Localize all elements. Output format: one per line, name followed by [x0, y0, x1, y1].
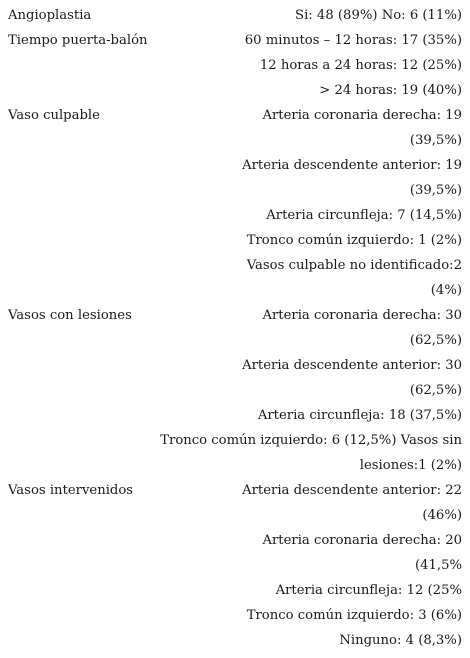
row-label-vasos-intervenidos: Vasos intervenidos — [8, 483, 134, 498]
row-value-line: 12 horas a 24 horas: 12 (25%) — [259, 58, 462, 73]
row-label-vaso-culpable: Vaso culpable — [8, 108, 100, 123]
row-value-line: Arteria coronaria derecha: 19 — [262, 108, 462, 123]
row-value-line: (41,5% — [414, 558, 462, 573]
row-value-line: (46%) — [422, 508, 462, 523]
row-value-line: > 24 horas: 19 (40%) — [319, 83, 462, 98]
row-value-line: Arteria circunfleja: 12 (25% — [275, 583, 462, 598]
row-label-angioplastia: Angioplastia — [8, 8, 92, 23]
row-value-line: Tronco común izquierdo: 6 (12,5%) Vasos … — [160, 433, 462, 448]
row-value-line: Arteria coronaria derecha: 30 — [262, 308, 462, 323]
row-value-line: (4%) — [430, 283, 462, 298]
row-value-line: Arteria descendente anterior: 22 — [242, 483, 462, 498]
row-label-tiempo-puerta-balon: Tiempo puerta-balón — [8, 33, 148, 48]
row-value-line: Arteria descendente anterior: 30 — [242, 358, 462, 373]
row-label-vasos-con-lesiones: Vasos con lesiones — [8, 308, 132, 323]
row-value-line: (62,5%) — [409, 333, 462, 348]
row-value-line: Arteria circunfleja: 7 (14,5%) — [266, 208, 462, 223]
row-value-line: 60 minutos – 12 horas: 17 (35%) — [244, 33, 462, 48]
row-value-line: lesiones:1 (2%) — [359, 458, 462, 473]
row-value-line: Vasos culpable no identificado:2 — [246, 258, 462, 273]
row-value-line: Ninguno: 4 (8,3%) — [339, 633, 462, 648]
row-value-line: Arteria coronaria derecha: 20 — [262, 533, 462, 548]
row-value-line: Si: 48 (89%) No: 6 (11%) — [295, 8, 462, 23]
row-value-line: Tronco común izquierdo: 3 (6%) — [246, 608, 462, 623]
row-value-line: Tronco común izquierdo: 1 (2%) — [246, 233, 462, 248]
row-value-line: (62,5%) — [409, 383, 462, 398]
row-value-line: (39,5%) — [409, 133, 462, 148]
row-value-line: Arteria descendente anterior: 19 — [242, 158, 462, 173]
row-value-line: Arteria circunfleja: 18 (37,5%) — [257, 408, 462, 423]
row-value-line: (39,5%) — [409, 183, 462, 198]
